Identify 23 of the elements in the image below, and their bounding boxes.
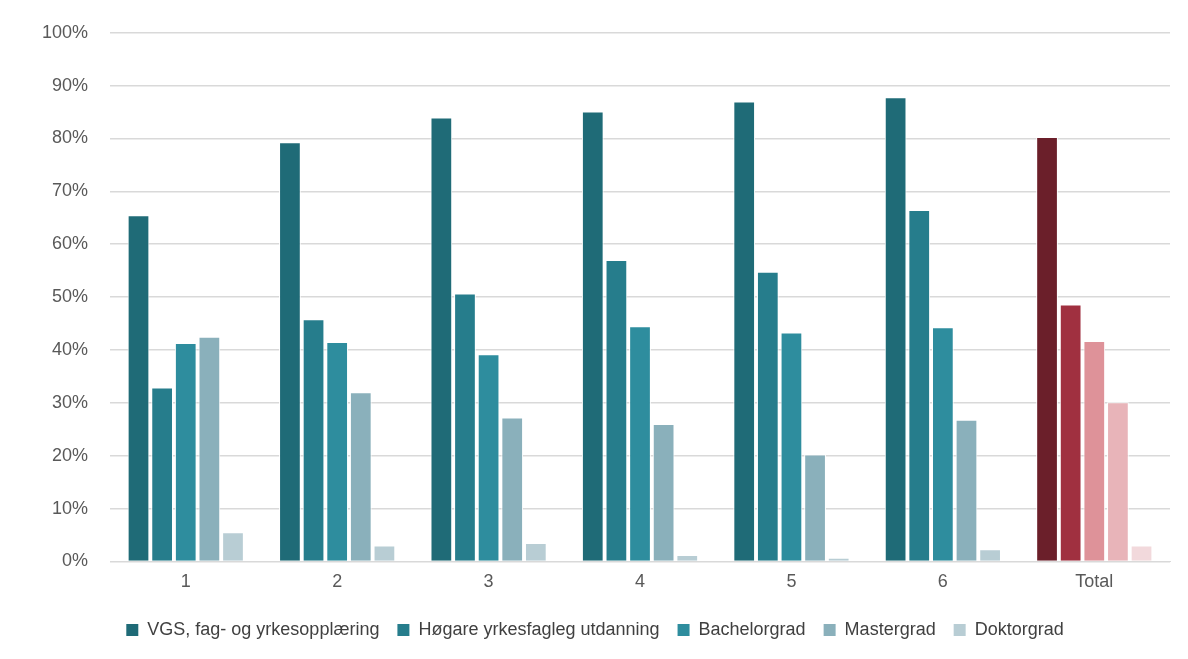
y-tick-label: 40% <box>52 338 89 359</box>
x-tick-label: 3 <box>483 571 494 592</box>
legend-label: Doktorgrad <box>974 618 1064 639</box>
y-tick-label: 10% <box>52 497 89 518</box>
x-tick-label: 4 <box>635 571 646 592</box>
x-tick-label: 1 <box>180 571 191 592</box>
y-tick-label: 70% <box>52 180 89 201</box>
y-tick-label: 100% <box>41 21 89 42</box>
y-tick-label: 90% <box>52 74 89 95</box>
x-tick-label: 5 <box>786 571 797 592</box>
y-tick-label: 50% <box>52 286 89 307</box>
x-tick-label: 2 <box>332 571 343 592</box>
legend-label: Høgare yrkesfagleg utdanning <box>418 618 660 639</box>
x-tick-label: 6 <box>937 571 948 592</box>
x-tick-label: Total <box>1075 571 1114 592</box>
y-tick-label: 0% <box>62 550 89 571</box>
y-tick-label: 60% <box>52 233 89 254</box>
y-tick-label: 80% <box>52 127 89 148</box>
y-tick-label: 30% <box>52 391 89 412</box>
legend-label: Bachelorgrad <box>698 618 806 639</box>
legend-label: Mastergrad <box>844 618 936 639</box>
legend-label: VGS, fag- og yrkesopplæring <box>147 618 380 639</box>
y-tick-label: 20% <box>52 444 89 465</box>
